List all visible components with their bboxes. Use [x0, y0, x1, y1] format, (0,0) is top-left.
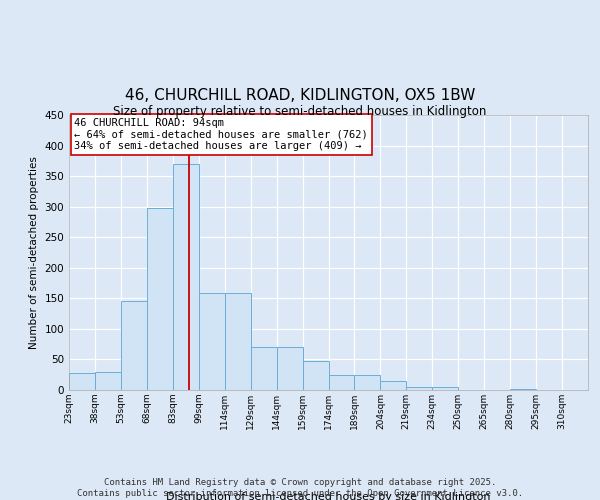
Bar [225, 294, 251, 390]
Text: Size of property relative to semi-detached houses in Kidlington: Size of property relative to semi-detach… [113, 104, 487, 118]
Bar [329, 374, 355, 390]
Bar [147, 208, 173, 390]
Y-axis label: Number of semi-detached properties: Number of semi-detached properties [29, 156, 39, 349]
Bar [121, 302, 147, 390]
Bar [380, 381, 406, 390]
Bar [69, 373, 95, 390]
Bar [277, 347, 302, 390]
Bar [355, 374, 380, 390]
Text: 46, CHURCHILL ROAD, KIDLINGTON, OX5 1BW: 46, CHURCHILL ROAD, KIDLINGTON, OX5 1BW [125, 88, 475, 102]
Bar [173, 164, 199, 390]
Bar [95, 372, 121, 390]
Bar [251, 347, 277, 390]
Bar [302, 360, 329, 390]
Bar [433, 387, 458, 390]
Text: 46 CHURCHILL ROAD: 94sqm
← 64% of semi-detached houses are smaller (762)
34% of : 46 CHURCHILL ROAD: 94sqm ← 64% of semi-d… [74, 118, 368, 151]
Text: Contains HM Land Registry data © Crown copyright and database right 2025.
Contai: Contains HM Land Registry data © Crown c… [77, 478, 523, 498]
Bar [199, 294, 224, 390]
Bar [406, 387, 432, 390]
X-axis label: Distribution of semi-detached houses by size in Kidlington: Distribution of semi-detached houses by … [166, 492, 491, 500]
